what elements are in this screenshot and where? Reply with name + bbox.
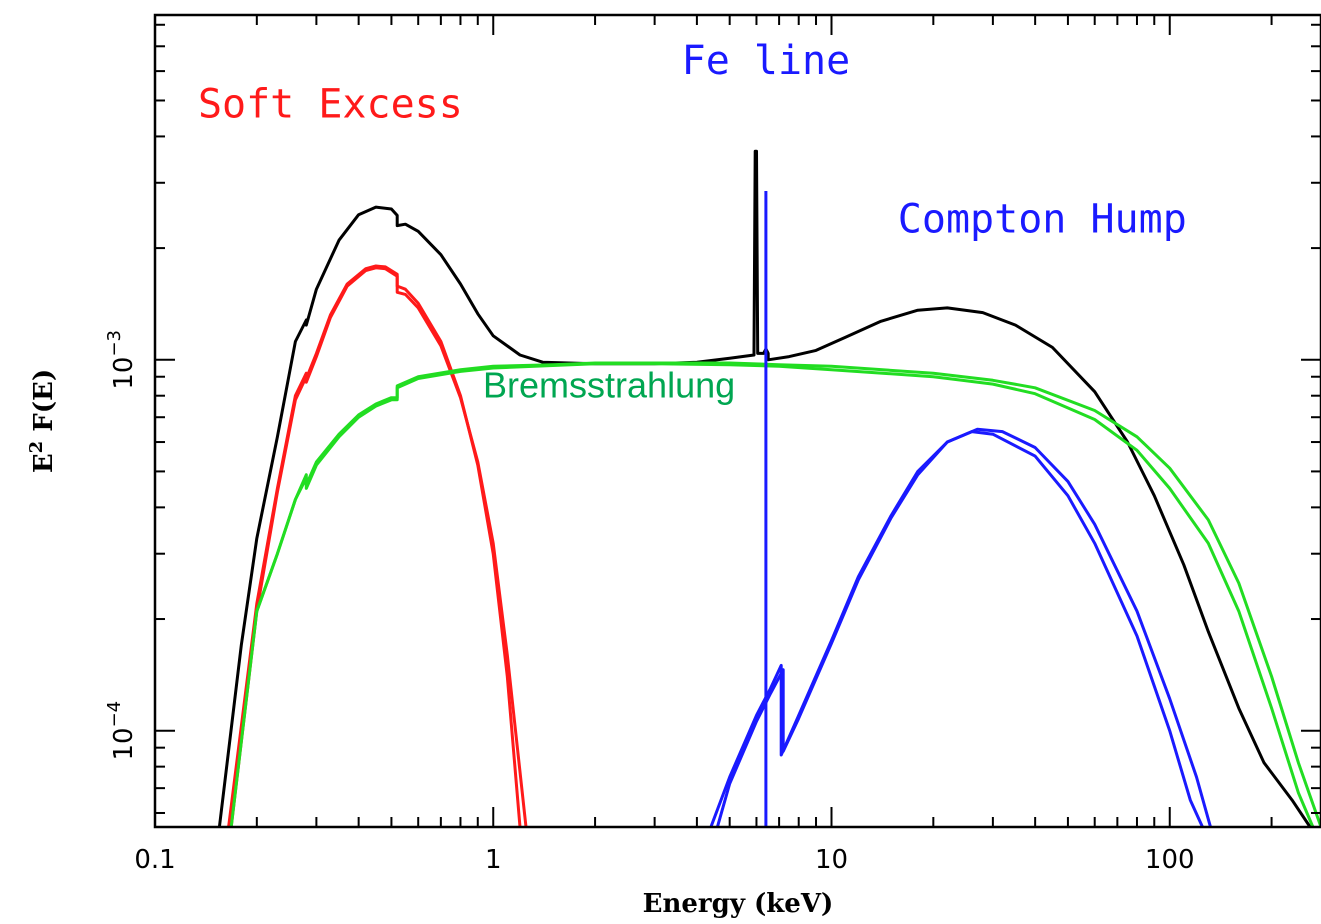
x-tick-label: 100 (1145, 845, 1195, 875)
x-tick-label: 10 (815, 845, 848, 875)
plot-frame (153, 13, 1321, 829)
series-line-1 (217, 149, 1312, 827)
annotation-layer: Soft Excess Fe line Compton Hump Bremsstrah… (198, 38, 1187, 406)
y-tick-label-base: 10 (109, 357, 139, 390)
x-tick-label: 1 (485, 845, 502, 875)
x-tick-label: 0.1 (134, 845, 175, 875)
annotation-fe: Fe line (682, 38, 851, 84)
y-axis-label-base: E (29, 453, 59, 473)
series-layer (217, 149, 1321, 827)
annotation-soft: Soft Excess (198, 82, 463, 128)
y-tick-label-exponent: −4 (104, 701, 125, 728)
y-tick-label-base: 10 (109, 727, 139, 760)
series-line-3 (229, 266, 528, 827)
series-line-6 (709, 430, 1204, 827)
series-line-2 (227, 264, 522, 827)
y-axis-label-exponent: 2 (26, 441, 47, 454)
series-line-4 (229, 362, 1315, 827)
y-axis-label-rest: F(E) (29, 369, 59, 441)
series-line-5 (255, 361, 1321, 827)
y-tick-label: 10−3 (104, 330, 139, 390)
y-tick-label: 10−4 (104, 701, 139, 761)
tick-layer (154, 15, 1321, 827)
annotation-brems: Bremsstrahlung (483, 365, 735, 406)
y-axis-label: E2 F(E) (26, 369, 59, 473)
annotation-compton: Compton Hump (898, 197, 1187, 243)
x-axis-label: Energy (keV) (643, 889, 834, 919)
y-tick-label-exponent: −3 (104, 330, 125, 357)
series-line-7 (715, 427, 1212, 827)
